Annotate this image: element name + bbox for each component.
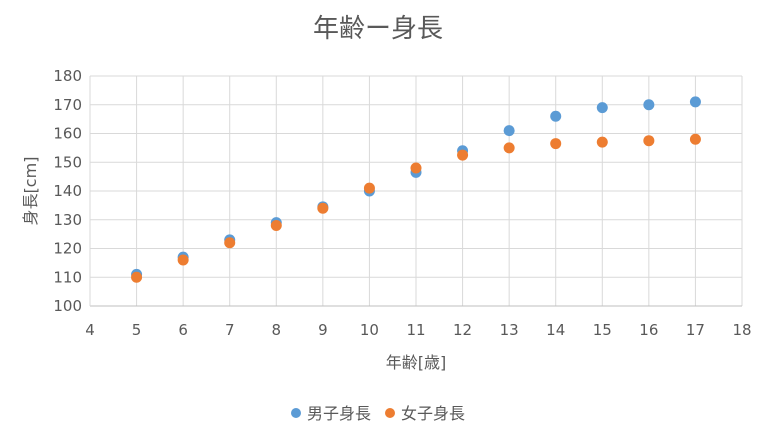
- y-tick-label: 150: [53, 153, 82, 171]
- x-tick-label: 5: [132, 321, 142, 339]
- y-tick-label: 140: [53, 182, 82, 200]
- x-tick-label: 8: [272, 321, 282, 339]
- data-point: [224, 237, 236, 249]
- y-tick-label: 100: [53, 297, 82, 315]
- x-tick-label: 4: [85, 321, 95, 339]
- y-tick-label: 160: [53, 125, 82, 143]
- legend-label: 男子身長: [307, 404, 371, 423]
- chart-title: 年齢ー身長: [313, 14, 443, 44]
- legend: 男子身長 女子身長: [291, 404, 465, 423]
- legend-item: 女子身長: [385, 404, 465, 423]
- x-tick-label: 15: [593, 321, 612, 339]
- x-tick-labels: 4 5 6 7 8 9 10 11 12 13 14 15 16 17 18: [85, 321, 751, 339]
- x-tick-label: 6: [178, 321, 188, 339]
- data-points: [131, 96, 701, 283]
- data-point: [643, 135, 655, 147]
- data-point: [689, 133, 701, 145]
- axes: [89, 76, 742, 307]
- y-tick-label: 120: [53, 240, 82, 258]
- x-tick-label: 12: [453, 321, 472, 339]
- series-girls: [131, 133, 701, 283]
- y-tick-labels: 100 110 120 130 140 150 160 170 180: [53, 67, 82, 315]
- data-point: [363, 182, 375, 194]
- legend-marker: [291, 408, 301, 418]
- data-point: [131, 271, 143, 283]
- x-tick-label: 7: [225, 321, 235, 339]
- data-point: [177, 254, 189, 266]
- data-point: [550, 138, 562, 150]
- x-tick-label: 9: [318, 321, 328, 339]
- data-point: [317, 202, 329, 214]
- data-point: [550, 110, 562, 122]
- data-point: [270, 220, 282, 231]
- legend-label: 女子身長: [401, 404, 465, 423]
- data-point: [643, 99, 655, 111]
- data-point: [596, 136, 608, 148]
- legend-item: 男子身長: [291, 404, 371, 423]
- x-tick-label: 13: [500, 321, 519, 339]
- x-tick-label: 18: [732, 321, 751, 339]
- data-point: [410, 162, 422, 174]
- x-tick-label: 16: [639, 321, 658, 339]
- y-tick-label: 170: [53, 96, 82, 114]
- x-tick-label: 14: [546, 321, 565, 339]
- data-point: [596, 102, 608, 114]
- data-point: [503, 142, 515, 154]
- y-tick-label: 110: [53, 268, 82, 286]
- data-point: [457, 149, 469, 161]
- y-axis-title: 身長[cm]: [21, 157, 40, 226]
- x-tick-label: 11: [406, 321, 425, 339]
- data-point: [503, 125, 515, 137]
- y-tick-label: 180: [53, 67, 82, 85]
- x-tick-label: 17: [686, 321, 705, 339]
- data-point: [689, 96, 701, 108]
- legend-marker: [385, 408, 395, 418]
- y-tick-label: 130: [53, 211, 82, 229]
- gridlines: [89, 75, 743, 307]
- x-axis-title: 年齢[歳]: [386, 353, 447, 372]
- x-tick-label: 10: [360, 321, 379, 339]
